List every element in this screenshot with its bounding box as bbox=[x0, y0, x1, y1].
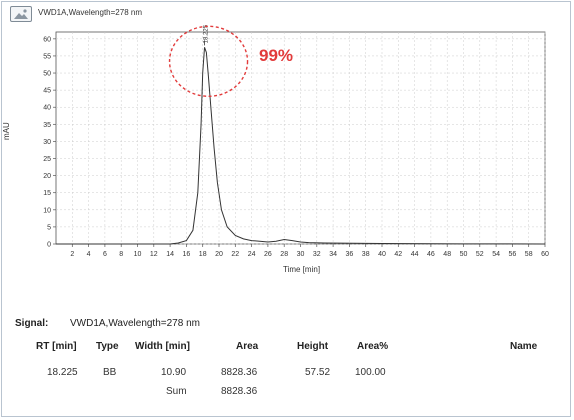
header-height: Height bbox=[297, 341, 329, 352]
x-tick-label: 14 bbox=[166, 251, 174, 258]
y-tick-label: 60 bbox=[43, 36, 51, 43]
y-tick-label: 25 bbox=[43, 156, 51, 163]
sum-label: Sum bbox=[166, 386, 187, 397]
x-tick-label: 20 bbox=[215, 251, 223, 258]
x-tick-label: 18 bbox=[199, 251, 207, 258]
chart-title: VWD1A,Wavelength=278 nm bbox=[38, 8, 142, 17]
x-tick-label: 24 bbox=[248, 251, 256, 258]
x-tick-label: 6 bbox=[103, 251, 107, 258]
x-tick-label: 12 bbox=[150, 251, 158, 258]
x-tick-label: 54 bbox=[492, 251, 500, 258]
chart-image-icon bbox=[10, 6, 32, 22]
y-tick-label: 20 bbox=[43, 173, 51, 180]
x-tick-label: 58 bbox=[525, 251, 533, 258]
x-tick-label: 46 bbox=[427, 251, 435, 258]
peak-highlight-circle bbox=[168, 25, 249, 98]
x-axis-label: Time [min] bbox=[283, 265, 321, 274]
header-area: Area bbox=[236, 341, 259, 352]
x-tick-label: 38 bbox=[362, 251, 370, 258]
x-tick-label: 26 bbox=[264, 251, 272, 258]
x-tick-label: 16 bbox=[183, 251, 191, 258]
y-tick-label: 5 bbox=[47, 224, 51, 231]
sum-value: 8828.36 bbox=[221, 386, 258, 397]
chromatogram-chart: 2 4 6 8 10 12 14 16 18 20 22 24 26 28 30 32 34 36 38 40 42 44… bbox=[43, 24, 549, 258]
y-tick-label: 30 bbox=[43, 139, 51, 146]
header-area-pct: Area% bbox=[357, 341, 389, 352]
y-tick-label: 35 bbox=[43, 122, 51, 129]
x-tick-label: 30 bbox=[297, 251, 305, 258]
x-tick-label: 2 bbox=[70, 251, 74, 258]
header-name: Name bbox=[510, 341, 538, 352]
y-tick-label: 40 bbox=[43, 105, 51, 112]
header-type: Type bbox=[96, 341, 119, 352]
x-tick-label: 44 bbox=[411, 251, 419, 258]
x-tick-label: 52 bbox=[476, 251, 484, 258]
x-tick-label: 50 bbox=[460, 251, 468, 258]
signal-value: VWD1A,Wavelength=278 nm bbox=[70, 318, 200, 329]
header-width: Width [min] bbox=[135, 341, 190, 352]
y-tick-label: 10 bbox=[43, 207, 51, 214]
x-tick-label: 34 bbox=[329, 251, 337, 258]
cell-area-pct: 100.00 bbox=[355, 367, 386, 378]
x-tick-label: 48 bbox=[443, 251, 451, 258]
x-tick-label: 8 bbox=[119, 251, 123, 258]
x-tick-label: 32 bbox=[313, 251, 321, 258]
chromatogram-trace bbox=[56, 47, 546, 245]
x-tick-label: 42 bbox=[394, 251, 402, 258]
cell-type: BB bbox=[103, 367, 117, 378]
y-tick-label: 45 bbox=[43, 88, 51, 95]
x-tick-label: 40 bbox=[378, 251, 386, 258]
peak-label: 18.225 bbox=[204, 24, 210, 43]
header-rt: RT [min] bbox=[36, 341, 77, 352]
x-tick-label: 4 bbox=[87, 251, 91, 258]
y-tick-label: 50 bbox=[43, 71, 51, 78]
cell-width: 10.90 bbox=[161, 367, 187, 378]
x-tick-label: 22 bbox=[231, 251, 239, 258]
purity-annotation: 99% bbox=[259, 46, 294, 65]
x-tick-label: 28 bbox=[280, 251, 288, 258]
y-tick-label: 15 bbox=[43, 190, 51, 197]
y-tick-label: 55 bbox=[43, 53, 51, 60]
cell-height: 57.52 bbox=[305, 367, 331, 378]
y-axis-label: mAU bbox=[2, 122, 11, 140]
y-tick-label: 0 bbox=[47, 242, 51, 249]
x-tick-label: 36 bbox=[346, 251, 354, 258]
cell-rt: 18.225 bbox=[47, 367, 78, 378]
signal-label: Signal: bbox=[15, 318, 49, 329]
x-tick-label: 56 bbox=[509, 251, 517, 258]
cell-area: 8828.36 bbox=[221, 367, 258, 378]
x-tick-label: 60 bbox=[541, 251, 549, 258]
x-tick-label: 10 bbox=[134, 251, 142, 258]
